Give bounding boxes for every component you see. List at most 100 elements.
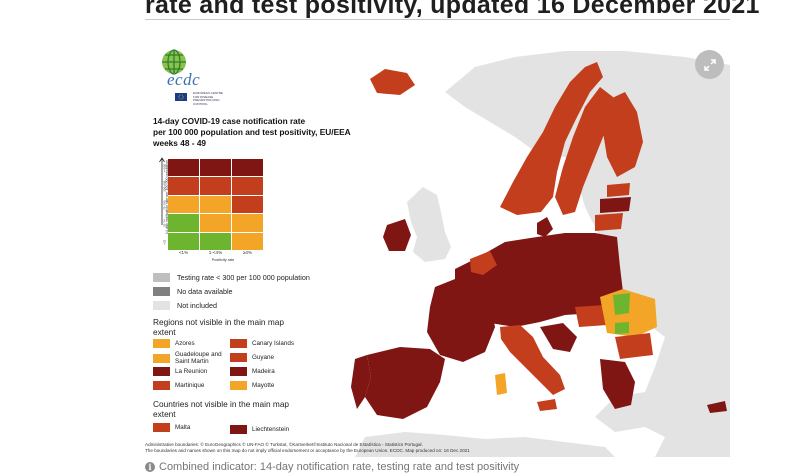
latvia bbox=[600, 197, 631, 213]
sweden bbox=[555, 87, 613, 215]
status-swatch bbox=[153, 273, 170, 282]
region-item: Guyane bbox=[230, 353, 274, 362]
sardinia bbox=[495, 373, 507, 395]
region-item: Canary Islands bbox=[230, 339, 294, 348]
map-figure[interactable]: ecdc EUROPEAN CENTRE FOR DISEASE PREVENT… bbox=[145, 37, 730, 457]
region-swatch bbox=[230, 381, 247, 390]
legend-matrix-cell bbox=[232, 195, 263, 214]
sicily bbox=[537, 399, 557, 411]
bulgaria bbox=[615, 333, 653, 359]
legend-matrix-cell bbox=[232, 177, 263, 195]
legend-matrix-cell bbox=[168, 159, 199, 177]
legend-matrix-cell bbox=[232, 159, 263, 177]
country-label: Liechtenstein bbox=[252, 426, 290, 433]
uk-island bbox=[407, 187, 451, 262]
legend-title: 14-day COVID-19 case notification rate p… bbox=[153, 116, 373, 149]
legend-color-matrix bbox=[168, 159, 263, 250]
legend-title-line: per 100 000 population and test positivi… bbox=[153, 127, 351, 137]
region-label: Canary Islands bbox=[252, 340, 294, 347]
legend-title-line: 14-day COVID-19 case notification rate bbox=[153, 116, 306, 126]
country-swatch bbox=[153, 423, 170, 432]
region-label: Martinique bbox=[175, 382, 205, 389]
status-label: No data available bbox=[177, 287, 233, 296]
legend-matrix-cell bbox=[168, 195, 199, 214]
region-label: Guyane bbox=[252, 354, 275, 361]
legend-matrix-cell bbox=[200, 159, 231, 177]
country-label: Malta bbox=[175, 424, 191, 431]
region-swatch bbox=[153, 353, 170, 363]
region-swatch bbox=[153, 367, 170, 376]
legend-matrix-cell bbox=[200, 214, 231, 232]
eu-flag-icon bbox=[175, 93, 187, 101]
romania-green-south bbox=[615, 322, 629, 334]
region-item: Guadeloupe and Saint Martin bbox=[153, 351, 228, 365]
estonia bbox=[607, 183, 630, 197]
lithuania bbox=[595, 213, 623, 231]
info-icon: i bbox=[145, 462, 155, 472]
column-label: <1% bbox=[178, 250, 189, 255]
credit-line: The boundaries and names shown on this m… bbox=[145, 448, 470, 453]
italy bbox=[500, 325, 565, 395]
north-africa-land bbox=[355, 432, 615, 457]
legend-matrix-cell bbox=[168, 232, 199, 250]
portugal bbox=[351, 355, 371, 409]
legend-matrix-cell bbox=[200, 177, 231, 195]
region-swatch bbox=[153, 339, 170, 348]
region-item: Mayotte bbox=[230, 381, 274, 390]
legend-matrix-cell bbox=[200, 195, 231, 214]
region-swatch bbox=[153, 381, 170, 390]
status-label: Testing rate < 300 per 100 000 populatio… bbox=[177, 273, 310, 282]
countries-section-title: Countries not visible in the main map ex… bbox=[153, 399, 290, 419]
legend-status-item: Not included bbox=[153, 301, 217, 310]
ireland bbox=[383, 219, 411, 251]
greece bbox=[600, 359, 635, 409]
country-item: Liechtenstein bbox=[230, 425, 289, 434]
non-included-land bbox=[445, 51, 730, 457]
legend-matrix-cell bbox=[200, 232, 231, 250]
x-axis-label: Positivity rate bbox=[211, 258, 235, 262]
legend-matrix-cell bbox=[168, 214, 199, 232]
central-europe bbox=[455, 233, 623, 327]
region-item: Madeira bbox=[230, 367, 275, 376]
legend-status-item: No data available bbox=[153, 287, 233, 296]
article-headline: rate and test positivity, updated 16 Dec… bbox=[145, 0, 760, 19]
region-item: Martinique bbox=[153, 381, 204, 390]
expand-image-button[interactable] bbox=[695, 50, 724, 79]
figure-caption: i Combined indicator: 14-day notificatio… bbox=[145, 461, 519, 473]
status-swatch bbox=[153, 301, 170, 310]
france bbox=[427, 277, 495, 362]
legend-matrix-cell bbox=[232, 214, 263, 232]
slovenia-croatia bbox=[540, 323, 577, 352]
legend-status-item: Testing rate < 300 per 100 000 populatio… bbox=[153, 273, 310, 282]
denmark bbox=[537, 217, 553, 237]
region-swatch bbox=[230, 339, 247, 348]
region-swatch bbox=[230, 353, 247, 362]
cyprus bbox=[707, 401, 727, 413]
finland bbox=[603, 92, 643, 177]
region-label: Guadeloupe and Saint Martin bbox=[175, 351, 222, 365]
row-labels: >=500 200-499 75-199 25-74 <25 bbox=[161, 159, 168, 251]
romania-green-west bbox=[613, 293, 630, 315]
status-swatch bbox=[153, 287, 170, 296]
credit-line: Administrative boundaries: © EuroGeograp… bbox=[145, 442, 423, 447]
legend-title-line: weeks 48 - 49 bbox=[153, 138, 207, 148]
country-item: Malta bbox=[153, 423, 190, 432]
region-item: Azores bbox=[153, 339, 195, 348]
region-item: La Reunion bbox=[153, 367, 207, 376]
column-label: ≥4% bbox=[242, 250, 253, 255]
norway bbox=[500, 62, 603, 215]
y-axis-arrow-icon bbox=[159, 157, 165, 225]
column-label: 1-<4% bbox=[208, 250, 223, 255]
regions-section-title: Regions not visible in the main map exte… bbox=[153, 317, 284, 337]
region-label: Azores bbox=[175, 340, 195, 347]
expand-arrows-icon bbox=[703, 58, 716, 71]
region-label: Mayotte bbox=[252, 382, 275, 389]
iceland bbox=[370, 69, 415, 95]
region-label: La Reunion bbox=[175, 368, 208, 375]
region-swatch bbox=[230, 367, 247, 376]
ecdc-logo: ecdc EUROPEAN CENTRE FOR DISEASE PREVENT… bbox=[153, 45, 223, 105]
column-labels: <1% 1-<4% ≥4% bbox=[168, 250, 263, 255]
status-label: Not included bbox=[177, 301, 217, 310]
europe-map bbox=[351, 51, 730, 457]
hungary bbox=[575, 305, 607, 327]
